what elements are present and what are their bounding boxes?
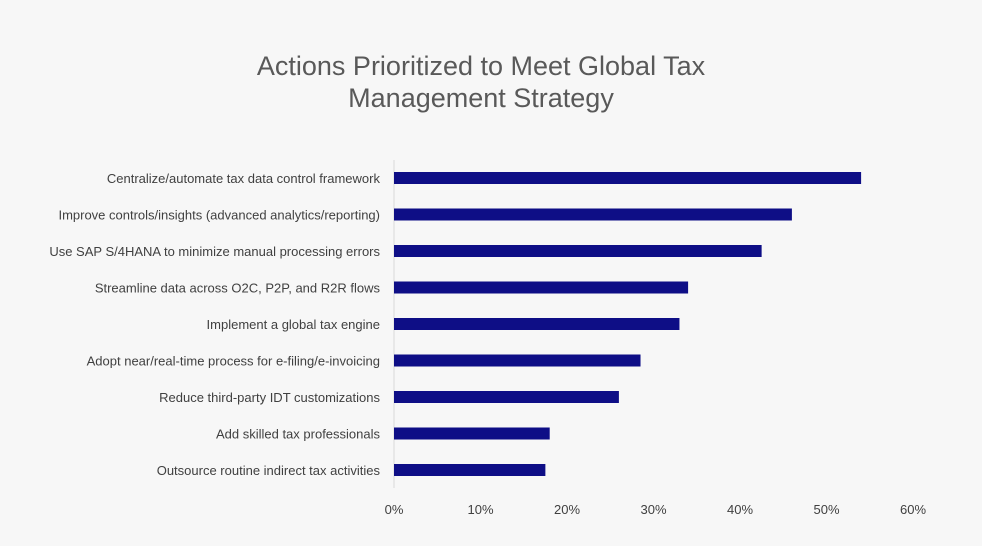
x-tick-label: 10% — [467, 502, 493, 517]
bar — [394, 172, 862, 184]
chart-title: Actions Prioritized to Meet Global Tax M… — [0, 50, 962, 114]
chart-title-line-2: Management Strategy — [348, 83, 614, 113]
category-label: Use SAP S/4HANA to minimize manual proce… — [49, 244, 380, 259]
chart-title-line-1: Actions Prioritized to Meet Global Tax — [256, 51, 706, 81]
bar — [394, 354, 641, 367]
category-label: Improve controls/insights (advanced anal… — [58, 208, 380, 223]
category-label: Reduce third-party IDT customizations — [159, 390, 380, 405]
bar — [394, 391, 619, 403]
x-tick-label: 30% — [640, 502, 666, 517]
bar — [394, 427, 550, 440]
category-label: Outsource routine indirect tax activitie… — [157, 463, 381, 478]
bar — [394, 281, 689, 294]
bar — [394, 464, 546, 476]
category-label: Adopt near/real-time process for e-filin… — [87, 354, 380, 369]
x-tick-label: 40% — [727, 502, 753, 517]
x-tick-label: 20% — [554, 502, 580, 517]
category-label: Add skilled tax professionals — [216, 427, 381, 442]
bar — [394, 245, 762, 257]
bar — [394, 318, 680, 330]
category-label: Streamline data across O2C, P2P, and R2R… — [95, 281, 381, 296]
category-label: Implement a global tax engine — [207, 317, 380, 332]
x-tick-label: 0% — [385, 502, 404, 517]
category-label: Centralize/automate tax data control fra… — [107, 171, 381, 186]
bar — [394, 208, 792, 221]
x-tick-label: 50% — [813, 502, 839, 517]
x-tick-label: 60% — [900, 502, 926, 517]
